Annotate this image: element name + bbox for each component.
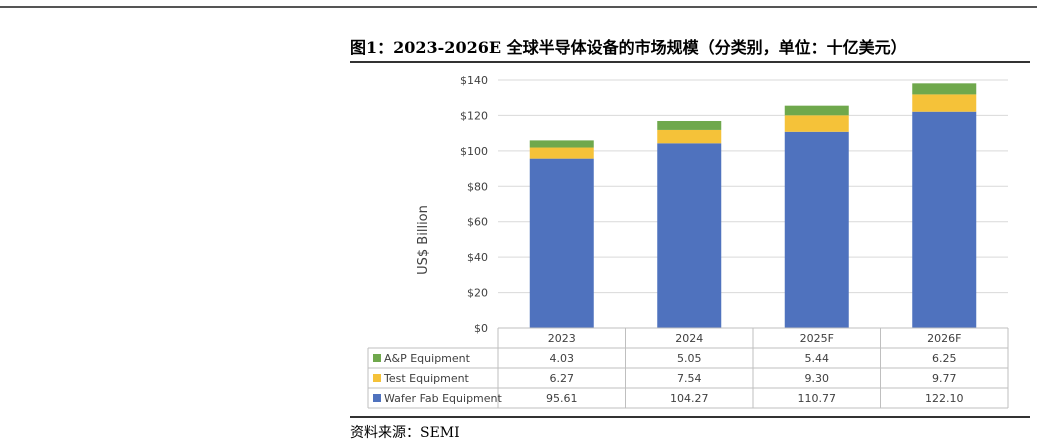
bar-segment: [784, 115, 849, 132]
table-value: 5.44: [805, 352, 830, 365]
bar-segment: [529, 147, 594, 159]
bar-segment: [912, 94, 977, 112]
table-value: 6.25: [932, 352, 957, 365]
table-value: 110.77: [798, 392, 837, 405]
legend-swatch: [373, 374, 381, 382]
y-tick-label: $140: [460, 74, 488, 87]
table-value: 5.05: [677, 352, 702, 365]
y-tick-label: $0: [474, 322, 488, 335]
bar-segment: [657, 120, 722, 130]
bar-segment: [657, 143, 722, 328]
y-tick-label: $20: [467, 287, 488, 300]
table-value: 9.77: [932, 372, 957, 385]
table-value: 9.30: [805, 372, 830, 385]
y-tick-label: $100: [460, 145, 488, 158]
bar-segment: [529, 158, 594, 328]
bar-segment: [784, 131, 849, 328]
bar-segment: [912, 111, 977, 328]
table-value: 95.61: [546, 392, 578, 405]
legend-label: Wafer Fab Equipment: [384, 392, 503, 405]
bar-segment: [529, 140, 594, 148]
table-value: 6.27: [550, 372, 575, 385]
y-tick-label: $60: [467, 216, 488, 229]
title-rule: [350, 61, 1030, 63]
bar-segment: [784, 105, 849, 116]
bottom-rule: [350, 416, 1030, 418]
table-value: 104.27: [670, 392, 709, 405]
legend-label: Test Equipment: [383, 372, 470, 385]
table-value: 122.10: [925, 392, 964, 405]
legend-label: A&P Equipment: [384, 352, 471, 365]
x-category-label: 2026F: [927, 332, 961, 345]
y-tick-label: $120: [460, 109, 488, 122]
source-note: 资料来源：SEMI: [350, 425, 460, 441]
table-value: 4.03: [550, 352, 575, 365]
x-category-label: 2024: [675, 332, 703, 345]
table-value: 7.54: [677, 372, 702, 385]
y-tick-label: $40: [467, 251, 488, 264]
bar-segment: [912, 83, 977, 95]
figure-title: 图1：2023-2026E 全球半导体设备的市场规模（分类别，单位：十亿美元）: [350, 38, 907, 57]
y-tick-label: $80: [467, 180, 488, 193]
x-category-label: 2023: [548, 332, 576, 345]
y-axis-label: US$ Billion: [416, 205, 431, 275]
legend-swatch: [373, 394, 381, 402]
legend-swatch: [373, 354, 381, 362]
bar-segment: [657, 129, 722, 144]
top-rule: [0, 6, 1037, 8]
x-category-label: 2025F: [800, 332, 834, 345]
